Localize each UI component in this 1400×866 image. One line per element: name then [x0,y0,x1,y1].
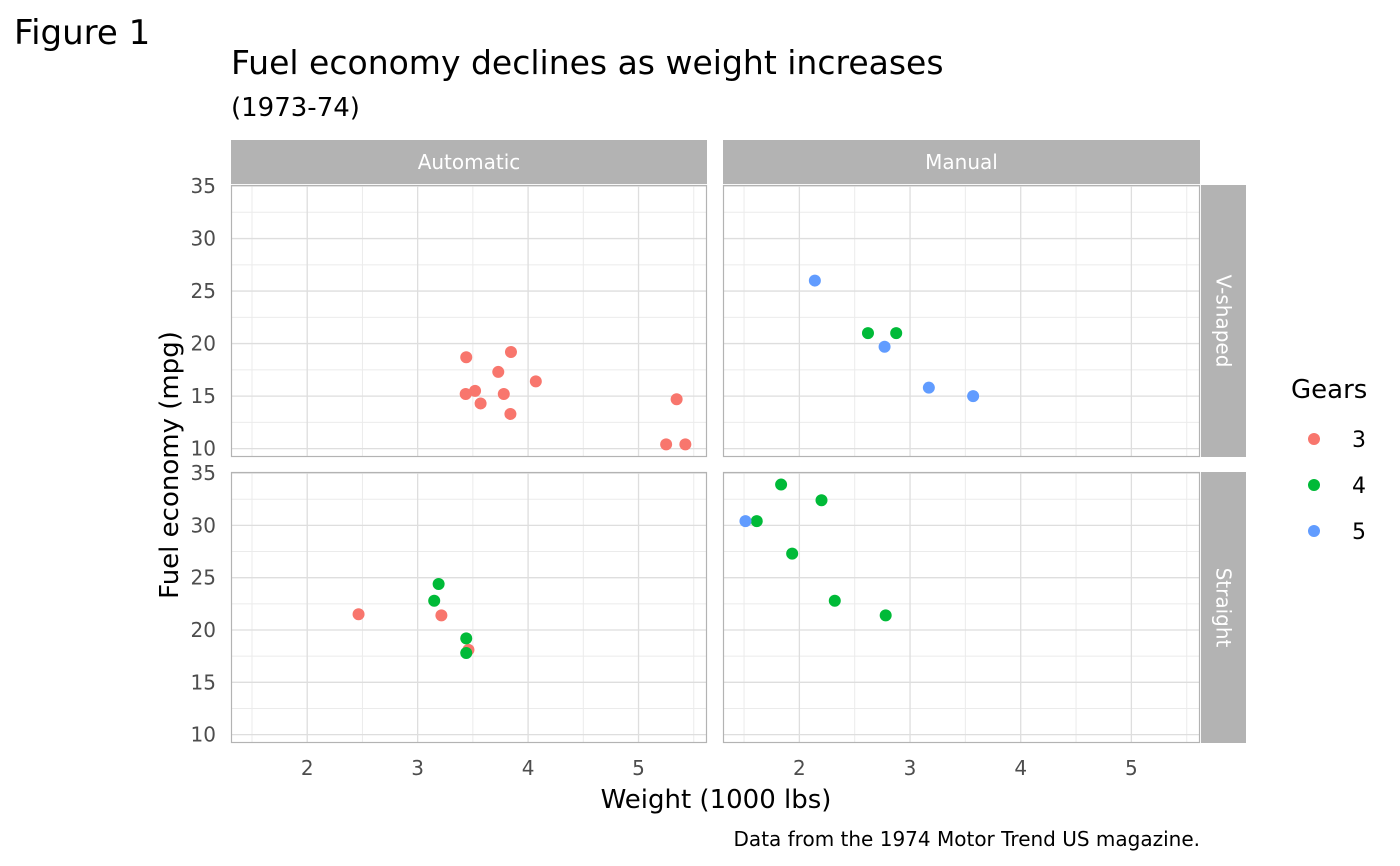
y-axis-label: Fuel economy (mpg) [155,331,185,599]
data-point-gear-3 [660,438,673,451]
x-tick-label: 3 [411,756,424,780]
data-point-gear-5 [878,340,891,353]
data-point-gear-3 [474,397,487,410]
legend-key-5 [1308,525,1320,537]
facet-label-straight: Straight [1212,568,1236,648]
data-point-gear-3 [670,393,683,406]
data-point-gear-3 [529,375,542,388]
facet-label-manual: Manual [925,150,998,174]
facet-strip-column [231,140,707,184]
legend-label-3: 3 [1352,428,1366,453]
data-point-gear-5 [967,390,980,403]
y-tick-label: 35 [191,461,216,485]
y-tick-label: 25 [191,279,216,303]
chart-subtitle: (1973-74) [231,93,360,123]
facet-label-automatic: Automatic [418,150,521,174]
data-point-gear-3 [679,438,692,451]
facet-strip-row [1201,472,1246,743]
panel-border [722,184,1201,458]
legend: Gears 3 4 5 [1291,375,1367,545]
data-point-gear-4 [879,609,892,622]
data-point-gear-3 [435,609,448,622]
y-tick-label: 10 [191,723,216,747]
panel-background [723,185,1200,457]
x-tick-label: 2 [793,756,806,780]
x-tick-label: 3 [904,756,917,780]
y-tick-label: 15 [191,670,216,694]
data-point-gear-4 [861,327,874,340]
legend-title: Gears [1291,375,1367,405]
data-point-gear-4 [815,494,828,507]
data-point-gear-5 [739,515,752,528]
facet-strip-column [723,140,1200,184]
data-point-gear-5 [808,274,821,287]
y-tick-label: 10 [191,437,216,461]
data-point-gear-4 [786,547,799,560]
x-tick-label: 2 [301,756,314,780]
panel-border [230,471,708,744]
facet-panel [230,471,708,744]
legend-label-4: 4 [1352,474,1366,499]
data-point-gear-4 [750,515,763,528]
facet-panel [722,184,1201,458]
data-point-gear-4 [775,478,788,491]
y-tick-label: 20 [191,618,216,642]
x-tick-label: 4 [1014,756,1027,780]
x-tick-label: 5 [1125,756,1138,780]
caption: Data from the 1974 Motor Trend US magazi… [734,827,1200,851]
data-point-gear-3 [469,384,482,397]
panel-border [722,471,1201,744]
data-point-gear-4 [428,594,441,607]
data-point-gear-4 [460,632,473,645]
data-point-gear-3 [504,345,517,358]
data-point-gear-3 [504,407,517,420]
chart-title: Fuel economy declines as weight increase… [231,43,944,82]
data-point-gear-3 [492,365,505,378]
data-points [352,274,980,660]
data-point-gear-3 [352,608,365,621]
data-point-gear-3 [459,387,472,400]
data-point-gear-5 [922,381,935,394]
facet-strips: Automatic Manual V-shaped Straight [231,140,1246,743]
y-tick-label: 20 [191,332,216,356]
legend-label-5: 5 [1352,520,1366,545]
y-tick-label: 30 [191,227,216,251]
x-tick-label: 4 [522,756,535,780]
figure-label: Figure 1 [14,13,150,53]
facet-panels [230,184,1201,744]
x-axis-label: Weight (1000 lbs) [601,785,832,815]
data-point-gear-4 [460,647,473,660]
y-tick-label: 30 [191,513,216,537]
data-point-gear-3 [460,351,473,364]
legend-key-4 [1308,479,1320,491]
facet-panel [230,184,708,458]
panel-background [231,185,707,457]
legend-key-3 [1308,433,1320,445]
y-tick-label: 15 [191,384,216,408]
data-point-gear-4 [890,327,903,340]
data-point-gear-4 [432,577,445,590]
data-point-gear-4 [828,594,841,607]
data-point-gear-3 [497,387,510,400]
panel-background [723,472,1200,743]
y-tick-label: 35 [191,174,216,198]
x-axis-ticks: 2 3 4 5 2 3 4 5 [301,756,1138,780]
panel-background [231,472,707,743]
y-tick-label: 25 [191,566,216,590]
facet-label-v-shaped: V-shaped [1212,275,1236,368]
x-tick-label: 5 [632,756,645,780]
facet-strip-row [1201,185,1246,457]
panel-border [230,184,708,458]
facet-panel [722,471,1201,744]
